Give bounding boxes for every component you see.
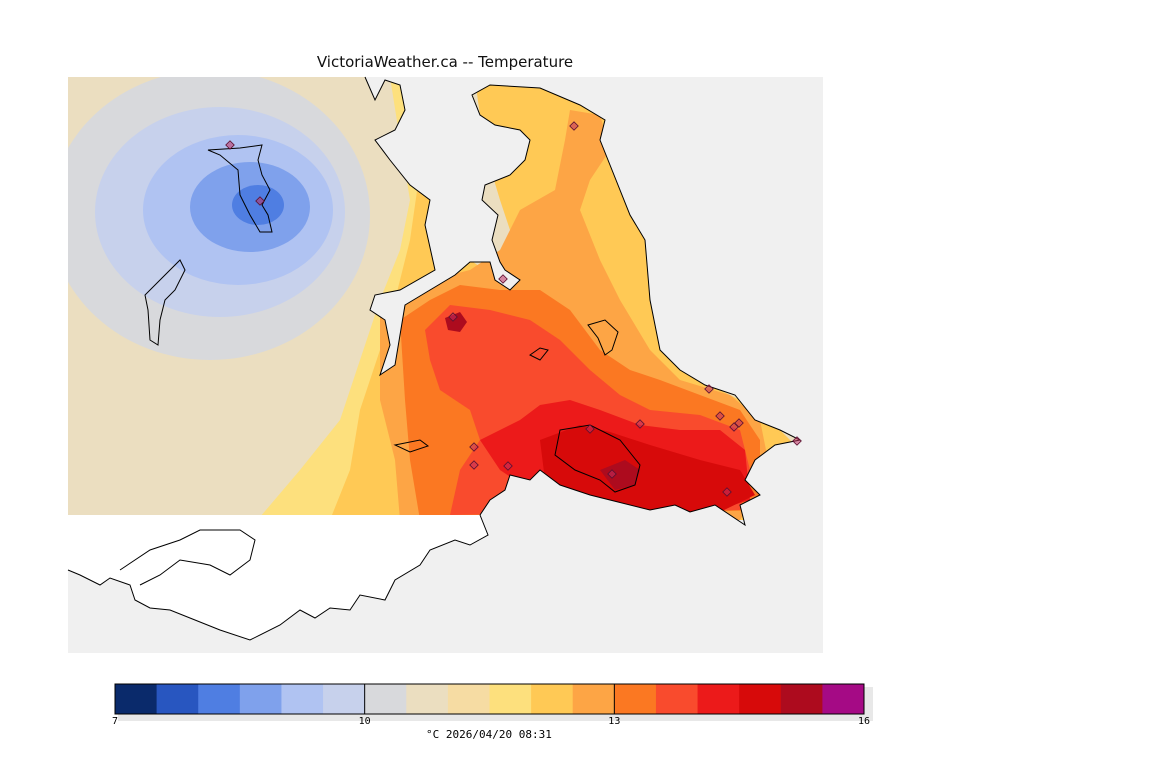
legend-swatch bbox=[572, 684, 615, 714]
legend-swatch bbox=[156, 684, 199, 714]
legend-swatch bbox=[655, 684, 699, 714]
station-marker[interactable] bbox=[722, 487, 732, 497]
legend-swatch bbox=[614, 684, 657, 714]
legend-swatch bbox=[447, 684, 490, 714]
legend-swatch bbox=[489, 684, 532, 714]
legend-tick-label: 13 bbox=[608, 716, 621, 727]
legend-caption: °C 2026/04/20 08:31 bbox=[426, 728, 552, 741]
legend-ticks bbox=[114, 684, 865, 714]
legend-swatch bbox=[115, 684, 158, 714]
legend-tick-label: 10 bbox=[358, 716, 371, 727]
legend-swatch bbox=[697, 684, 740, 714]
legend-swatch bbox=[364, 684, 407, 714]
station-marker[interactable] bbox=[469, 442, 479, 452]
legend-swatch bbox=[323, 684, 366, 714]
station-marker[interactable] bbox=[734, 418, 744, 428]
coastlines bbox=[67, 76, 802, 641]
legend-swatch bbox=[239, 684, 282, 714]
station-marker[interactable] bbox=[715, 411, 725, 421]
temperature-contours bbox=[68, 77, 800, 520]
station-marker[interactable] bbox=[585, 424, 595, 434]
legend-swatch bbox=[780, 684, 823, 714]
no-data-land bbox=[68, 515, 488, 640]
legend-tick-label: 7 bbox=[111, 716, 119, 727]
station-marker[interactable] bbox=[792, 436, 802, 446]
station-marker[interactable] bbox=[498, 274, 508, 284]
map-title: VictoriaWeather.ca -- Temperature bbox=[316, 53, 574, 71]
station-marker[interactable] bbox=[635, 419, 645, 429]
legend-swatch bbox=[406, 684, 449, 714]
legend-swatch bbox=[739, 684, 782, 714]
weather-stations[interactable] bbox=[225, 121, 802, 497]
legend-swatch bbox=[198, 684, 241, 714]
legend-swatch bbox=[531, 684, 574, 714]
station-marker[interactable] bbox=[255, 196, 265, 206]
station-marker[interactable] bbox=[503, 461, 513, 471]
legend-swatches bbox=[115, 684, 865, 714]
station-marker[interactable] bbox=[225, 140, 235, 150]
legend-swatch bbox=[822, 684, 865, 714]
station-marker[interactable] bbox=[704, 384, 714, 394]
station-marker[interactable] bbox=[607, 469, 617, 479]
legend-tick-label: 16 bbox=[857, 716, 871, 727]
station-marker[interactable] bbox=[569, 121, 579, 131]
station-marker[interactable] bbox=[469, 460, 479, 470]
legend-swatch bbox=[281, 684, 324, 714]
station-marker[interactable] bbox=[448, 312, 458, 322]
